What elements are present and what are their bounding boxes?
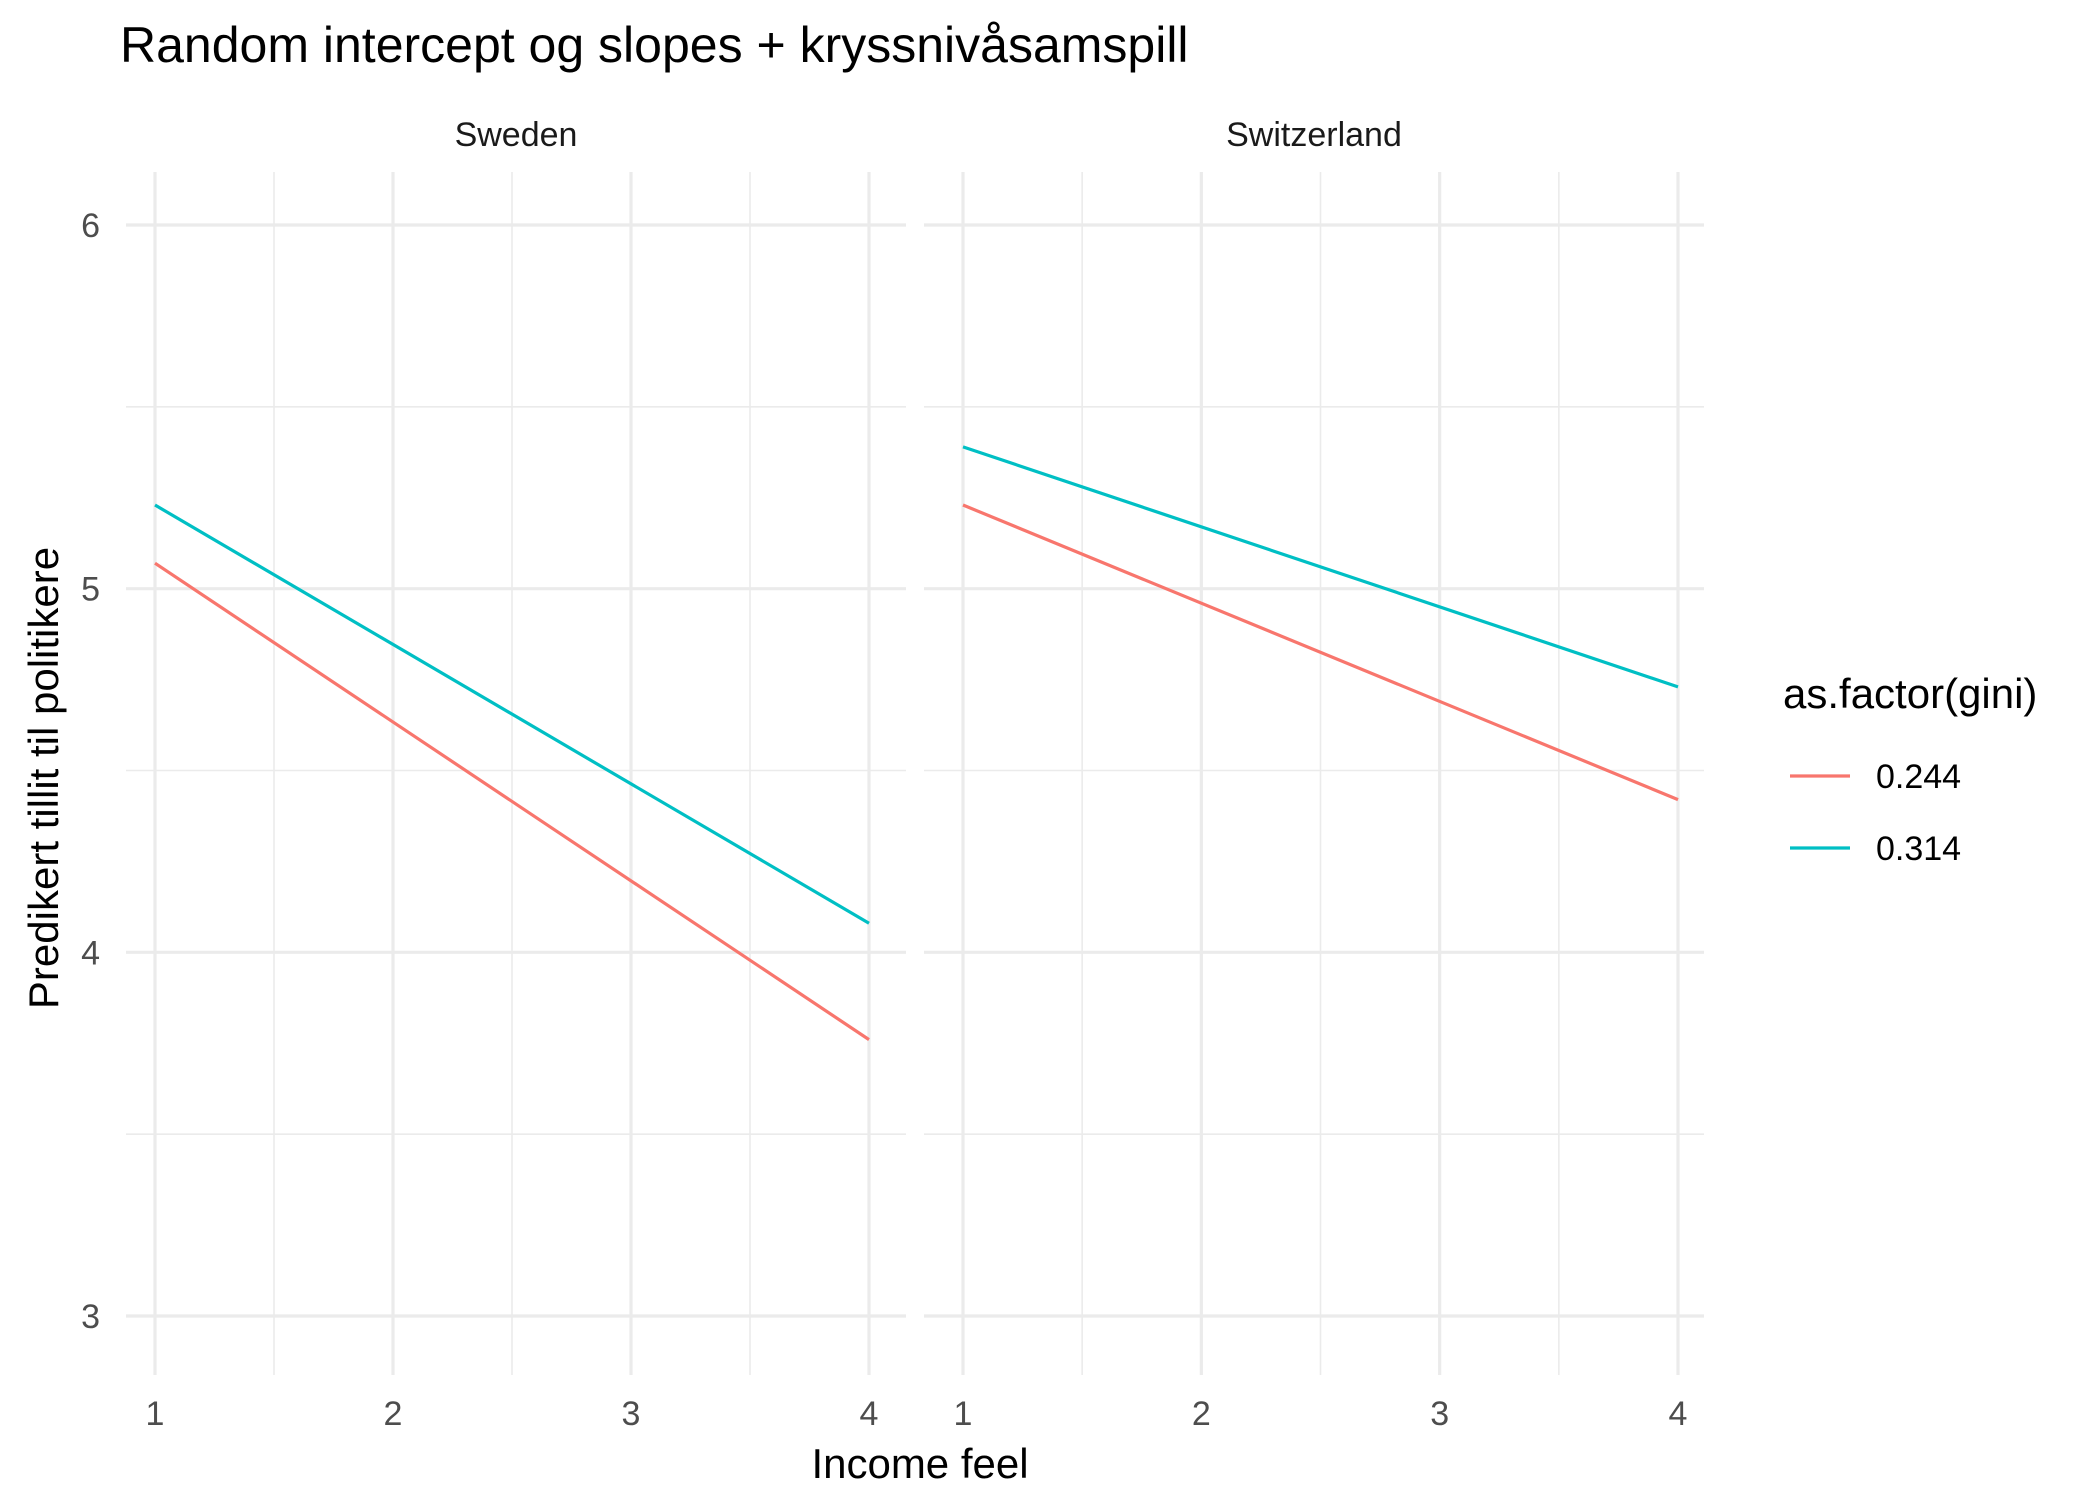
facet-strip-label: Switzerland	[1226, 116, 1402, 154]
x-axis-title: Income feel	[811, 1440, 1028, 1487]
x-tick-label: 4	[1669, 1395, 1688, 1433]
series-line-0.244	[962, 503, 1679, 802]
x-tick-label: 2	[1192, 1395, 1211, 1433]
legend-items: 0.244 0.314	[1790, 758, 1961, 868]
gridlines	[126, 172, 906, 1375]
legend-label: 0.244	[1876, 758, 1961, 796]
y-axis-title: Predikert tillit til politikere	[20, 547, 67, 1009]
x-tick-label: 1	[954, 1395, 973, 1433]
y-tick-label: 6	[81, 207, 100, 245]
facet-panel-switzerland: 1 2 3 4 Switzerland	[924, 116, 1704, 1433]
x-tick-label: 3	[1430, 1395, 1449, 1433]
y-tick-label: 4	[81, 934, 100, 972]
y-tick-labels: 3 4 5 6	[81, 207, 100, 1336]
series-line-0.314	[154, 503, 870, 925]
gridlines	[924, 172, 1704, 1375]
series-line-0.314	[962, 445, 1679, 689]
x-tick-label: 1	[146, 1395, 165, 1433]
x-tick-label: 4	[860, 1395, 879, 1433]
series-lines	[154, 503, 870, 1041]
facet-strip-label: Sweden	[455, 116, 578, 154]
x-tick-labels: 1 2 3 4	[954, 1395, 1688, 1433]
legend-label: 0.314	[1876, 830, 1961, 868]
series-lines	[962, 445, 1679, 802]
y-tick-label: 5	[81, 571, 100, 609]
x-tick-label: 3	[622, 1395, 641, 1433]
series-line-0.244	[154, 561, 870, 1041]
x-tick-label: 2	[384, 1395, 403, 1433]
y-tick-label: 3	[81, 1298, 100, 1336]
chart-title: Random intercept og slopes + kryssnivåsa…	[120, 17, 1189, 73]
x-tick-labels: 1 2 3 4	[146, 1395, 879, 1433]
legend-title: as.factor(gini)	[1783, 670, 2037, 717]
facet-panel-sweden: 1 2 3 4 Sweden	[126, 116, 906, 1433]
legend: as.factor(gini) 0.244 0.314	[1783, 670, 2037, 868]
